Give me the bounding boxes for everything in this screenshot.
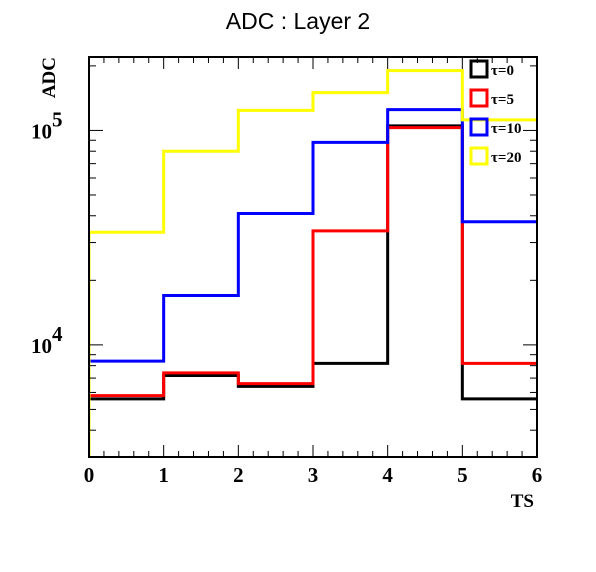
series-line-3 (89, 69, 537, 457)
y-tick-exponent: 5 (52, 107, 63, 131)
x-tick-label: 5 (457, 463, 468, 487)
plot-frame (88, 56, 538, 458)
y-tick-label: 10 (31, 334, 52, 358)
y-tick-exponent: 4 (52, 322, 63, 346)
legend-swatch-3 (469, 146, 489, 166)
chart-title: ADC : Layer 2 (226, 8, 370, 34)
legend-label-0: τ=0 (491, 63, 514, 79)
legend-label-1: τ=5 (491, 92, 514, 108)
y-tick-label: 10 (31, 119, 52, 143)
x-tick-label: 0 (84, 463, 95, 487)
x-tick-label: 1 (158, 463, 169, 487)
x-tick-label: 3 (308, 463, 319, 487)
legend-swatch-0 (469, 59, 489, 79)
x-tick-label: 6 (532, 463, 543, 487)
x-axis-label: TS (511, 491, 534, 512)
legend: τ=0 τ=5 τ=10 τ=20 (469, 59, 521, 166)
legend-swatch-2 (469, 117, 489, 137)
legend-swatch-1 (469, 88, 489, 108)
series-lines (89, 69, 537, 457)
x-tick-label: 4 (382, 463, 393, 487)
y-axis-label: ADC (39, 57, 60, 98)
legend-label-3: τ=20 (491, 150, 521, 166)
x-tick-label: 2 (233, 463, 244, 487)
legend-label-2: τ=10 (491, 121, 521, 137)
